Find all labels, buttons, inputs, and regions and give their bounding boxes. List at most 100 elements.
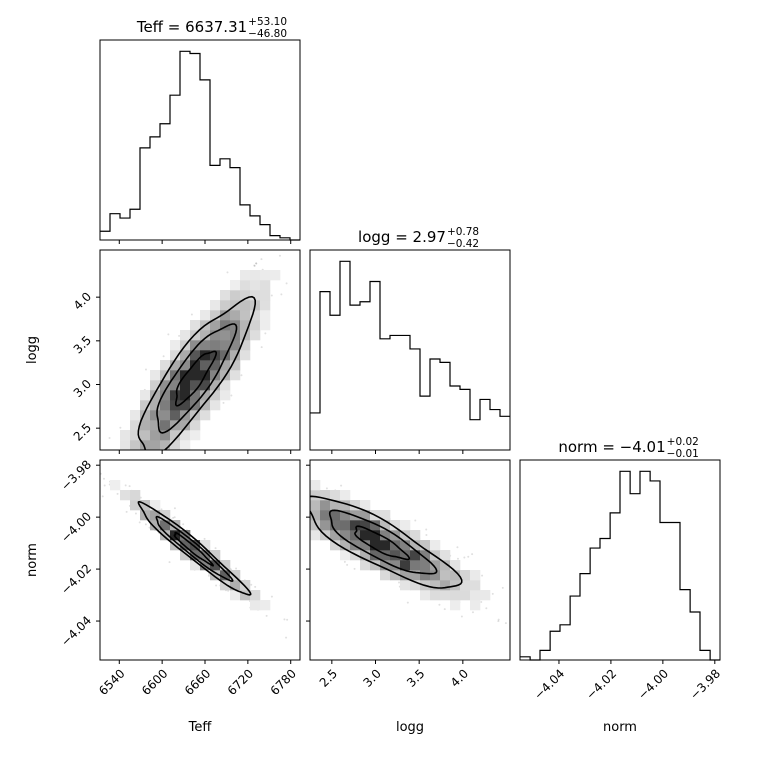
density-cell: [220, 580, 231, 591]
density-cell: [220, 340, 231, 351]
norm-x-tick-label: −4.02: [583, 666, 619, 702]
density-cell: [200, 540, 211, 551]
sample-point: [222, 401, 225, 404]
density-cell: [240, 350, 251, 361]
sample-point: [253, 264, 256, 267]
density-cell: [410, 570, 421, 581]
density-cell: [360, 510, 371, 521]
sample-point: [103, 484, 106, 487]
logg-x-tick-label: 3.0: [360, 666, 383, 689]
density-cell: [140, 440, 151, 450]
density-cell: [160, 390, 171, 401]
sample-point: [116, 492, 119, 495]
density-cell: [110, 480, 121, 491]
density-cell: [190, 400, 201, 411]
density-cell: [130, 420, 141, 431]
density-cell: [140, 390, 151, 401]
contour-level: [137, 295, 256, 450]
density-cell: [420, 560, 431, 571]
Teff-x-tick-label: 6660: [182, 666, 213, 697]
histogram-norm: [520, 470, 720, 661]
density-cell: [320, 520, 331, 531]
density-cell: [350, 520, 361, 531]
density-cell: [240, 300, 251, 311]
sample-point: [274, 468, 276, 470]
density-cell: [330, 540, 341, 551]
sample-point: [214, 547, 217, 550]
logg-y-tick-label: 3.5: [71, 333, 94, 356]
density-cell: [190, 420, 201, 431]
sample-point: [124, 484, 127, 487]
sample-point: [151, 486, 153, 488]
density-cell: [200, 400, 211, 411]
density-cell: [360, 530, 371, 541]
density-cell: [320, 500, 331, 511]
density-cell: [140, 500, 151, 511]
density-cell: [250, 290, 261, 301]
density-cell: [190, 370, 201, 381]
norm-x-tick-label: −3.98: [687, 666, 723, 702]
title-Teff: Teff = 6637.31: [136, 18, 247, 36]
sample-point: [190, 313, 193, 316]
sample-point: [290, 487, 292, 489]
density-cell: [260, 600, 271, 611]
Teff-x-tick-label: 6540: [96, 666, 127, 697]
sample-point: [178, 334, 181, 337]
sample-point: [307, 254, 309, 256]
sample-point: [155, 456, 157, 458]
density-cell: [380, 510, 391, 521]
sample-point: [272, 481, 274, 483]
density-cell: [340, 520, 351, 531]
density-cell: [310, 520, 321, 531]
density-cell: [220, 310, 231, 321]
sample-point: [406, 601, 409, 604]
density-cell: [210, 370, 221, 381]
sample-point: [286, 618, 289, 621]
density-cell: [400, 580, 411, 591]
density-cell: [370, 520, 381, 531]
density-cell: [380, 570, 391, 581]
contour-level: [328, 509, 438, 575]
sample-point: [101, 495, 104, 498]
density-cell: [210, 560, 221, 571]
density-cell: [200, 550, 211, 561]
density-cell: [200, 390, 211, 401]
density-cell: [310, 510, 321, 521]
density-cell: [250, 310, 261, 321]
density-cell: [180, 350, 191, 361]
density-cell: [250, 590, 261, 601]
density-cell: [220, 290, 231, 301]
density-cell: [260, 320, 271, 331]
density-cell: [150, 440, 161, 450]
sample-point: [156, 455, 158, 457]
sample-point: [285, 636, 288, 639]
contour-level: [310, 495, 463, 589]
sample-point: [136, 471, 138, 473]
density-cell: [180, 380, 191, 391]
density-cell: [210, 340, 221, 351]
density-cell: [210, 330, 221, 341]
contour-level: [175, 350, 217, 407]
density-cell: [170, 350, 181, 361]
density-cell: [210, 570, 221, 581]
density-cell: [250, 320, 261, 331]
contour-level: [173, 531, 215, 567]
density-cell: [160, 510, 171, 521]
sample-point: [122, 451, 124, 453]
density-cell: [220, 380, 231, 391]
density-cell: [470, 600, 481, 611]
hist-frame-Teff: [99, 39, 301, 241]
density-cell: [260, 310, 271, 321]
sample-point: [504, 622, 507, 625]
density-cell: [130, 430, 141, 441]
density-cell: [140, 420, 151, 431]
density-cell: [410, 530, 421, 541]
title-norm-minus: −0.01: [667, 448, 699, 460]
sample-point: [168, 561, 171, 564]
sample-point: [460, 615, 463, 618]
density-cell: [400, 540, 411, 551]
density-cell: [230, 340, 241, 351]
density-cell: [120, 490, 131, 501]
density-cell: [190, 320, 201, 331]
sample-point: [181, 467, 183, 469]
